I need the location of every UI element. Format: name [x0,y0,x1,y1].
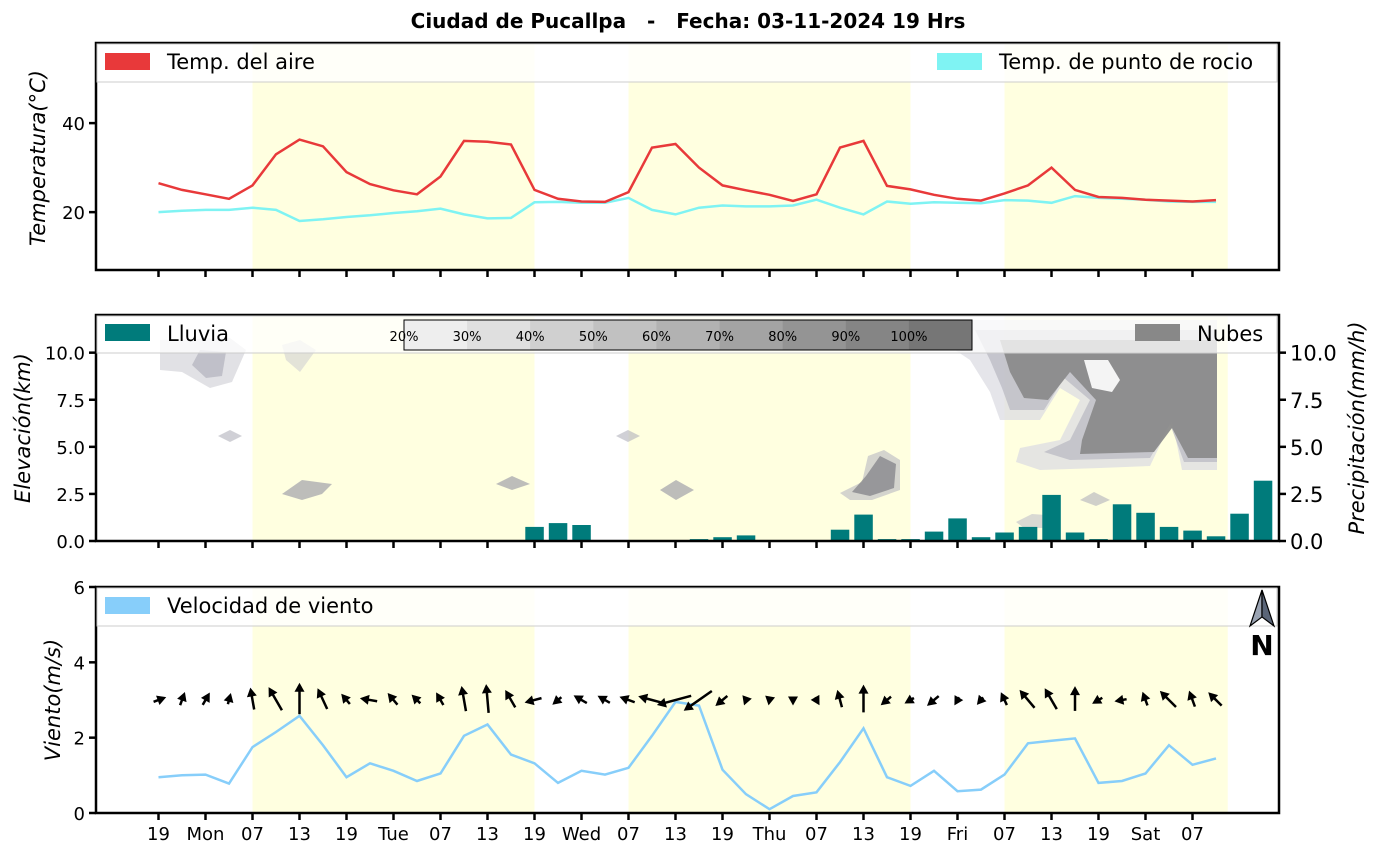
x-tick-label: Thu [752,824,787,845]
y-tick-label-right: 0.0 [1290,530,1323,554]
legend-swatch-dew-temp [937,53,982,70]
x-tick-label: 13 [476,824,499,845]
legend-swatch-wind [105,597,150,614]
cloud-scale-label: 60% [642,330,671,345]
y-tick-label: 0.0 [56,532,85,553]
rain-bar [1113,504,1132,541]
rain-bar [1254,481,1273,541]
x-tick-label: 07 [241,824,264,845]
legend-label-dew-temp: Temp. de punto de rocio [998,50,1253,74]
cloud-scale-label: 80% [768,330,797,345]
y-tick-label-right: 2.5 [1290,483,1323,507]
y-tick-label: 0 [74,804,85,825]
cloud-scale-label: 70% [705,330,734,345]
x-tick-label: 19 [147,824,170,845]
x-tick-label: 07 [993,824,1016,845]
rain-bar [831,530,850,541]
y-tick-label: 5.0 [56,438,85,459]
x-tick-label: 19 [523,824,546,845]
y-tick-label-right: 7.5 [1290,389,1323,413]
legend-label-rain: Lluvia [167,322,229,346]
rain-bar [525,527,544,541]
x-tick-label: 13 [664,824,687,845]
legend-label-clouds: Nubes [1197,322,1263,346]
rain-bar [925,532,944,541]
precipitation-panel: 0.0 2.5 5.0 7.5 10.0 0.0 2.5 5.0 7.5 10.0 Elevaci… [11,315,1369,554]
temperature-legend: Temp. del aire Temp. de punto de rocio [97,44,1277,82]
rain-bar [854,515,873,541]
x-tick-label: 07 [1181,824,1204,845]
cloud-scale-label: 30% [453,330,482,345]
rain-bar [1066,533,1085,542]
north-label: N [1250,629,1273,662]
x-tick-label: 19 [335,824,358,845]
wind-panel: 0 2 4 6 19 Mon 07 13 19 Tue 07 13 19 Wed 07 13 19 Thu 07 1… [41,578,1279,845]
cloud-scale-label: 20% [390,330,419,345]
x-tick-label: Fri [947,824,968,845]
cloud-scale-label: 40% [516,330,545,345]
y-tick-label: 40 [62,114,85,135]
cloud-scale-label: 50% [579,330,608,345]
rain-bar [1042,495,1061,541]
x-tick-label: Tue [377,824,409,845]
y-tick-label: 4 [74,653,85,674]
legend-swatch-rain [105,324,150,341]
rain-bar [995,533,1014,542]
rain-bar [1136,513,1155,541]
x-tick-label: 13 [852,824,875,845]
x-tick-label: 13 [288,824,311,845]
legend-swatch-air-temp [105,53,150,70]
x-tick-label: Mon [187,824,225,845]
x-tick-label: 19 [1087,824,1110,845]
cloud-scale-label: 100% [890,330,927,345]
x-tick-label: 19 [711,824,734,845]
x-tick-label: 07 [617,824,640,845]
temperature-ylabel: Temperatura(°C) [26,70,50,246]
y-tick-label: 10.0 [45,344,85,365]
y-tick-label-right: 5.0 [1290,436,1323,460]
y-tick-label: 2.5 [56,485,85,506]
y-tick-label: 20 [62,203,85,224]
temperature-panel: 20 40 Temperatura(°C) Temp. del aire Temp… [26,43,1279,277]
x-tick-label: 07 [429,824,452,845]
cloud-cover-scale: 20% 30% 40% 50% 60% 70% 80% 90% 100% [390,320,973,350]
x-tick-label: 07 [805,824,828,845]
chart-title: Ciudad de Pucallpa - Fecha: 03-11-2024 1… [411,9,966,33]
precipitation-ylabel: Precipitación(mm/h) [1345,321,1369,534]
wind-legend: Velocidad de viento [97,588,1277,626]
rain-bar [1183,531,1202,541]
legend-label-air-temp: Temp. del aire [166,50,315,74]
cloud-scale-label: 90% [831,330,860,345]
elevation-ylabel: Elevación(km) [11,353,35,503]
y-tick-label: 2 [74,729,85,750]
legend-swatch-clouds [1135,324,1180,341]
legend-label-wind: Velocidad de viento [167,594,373,618]
rain-bar [1160,527,1179,541]
x-tick-label: Wed [562,824,601,845]
x-tick-label: Sat [1131,824,1161,845]
y-tick-label: 7.5 [56,391,85,412]
wind-ylabel: Viento(m/s) [41,639,65,761]
rain-bar [1019,527,1038,541]
x-tick-label: 19 [899,824,922,845]
rain-bar [572,525,591,541]
x-tick-label: 13 [1040,824,1063,845]
y-tick-label: 6 [74,578,85,599]
y-tick-label-right: 10.0 [1290,342,1337,366]
rain-bar [1230,514,1249,541]
rain-bar [948,518,967,541]
rain-bar [549,523,568,541]
